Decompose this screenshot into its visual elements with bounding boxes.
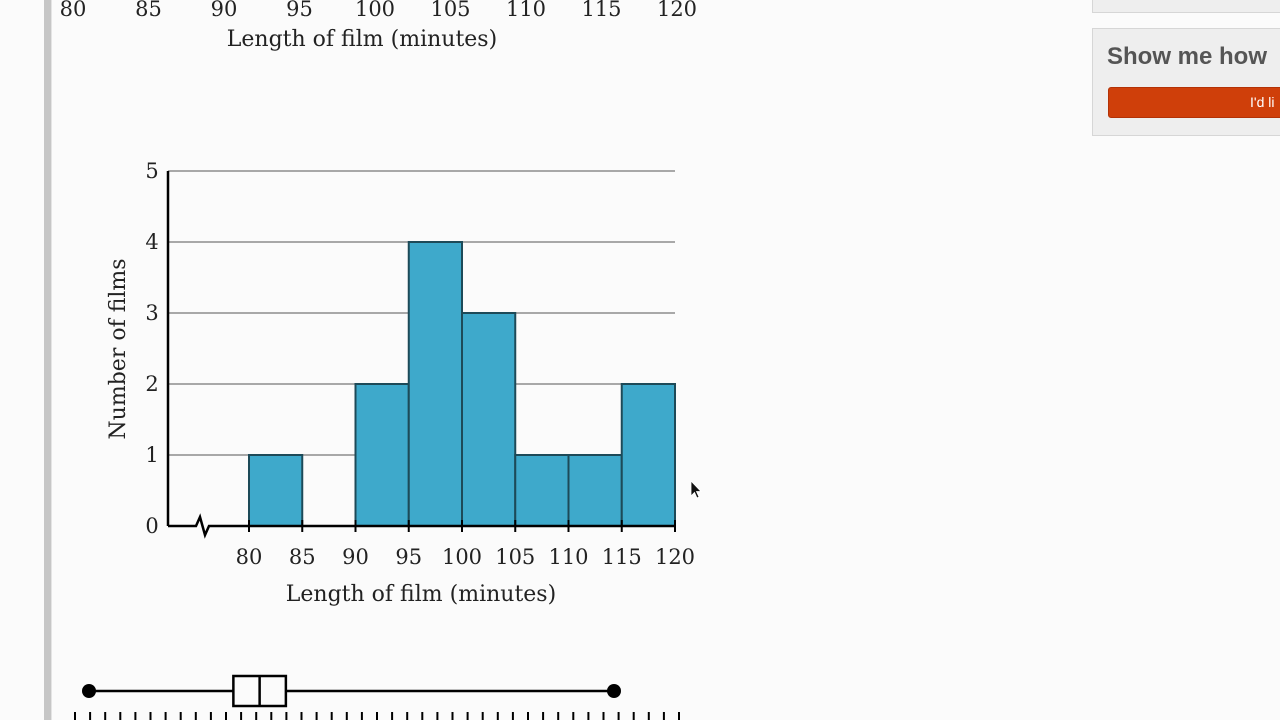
top-chart-x-tick-label: 90 xyxy=(211,0,238,21)
x-tick-label: 120 xyxy=(655,545,695,569)
x-tick-label: 100 xyxy=(442,545,482,569)
side-panel: Show me how I'd li xyxy=(1092,28,1280,136)
y-axis-title: Number of films xyxy=(106,258,131,439)
side-panel-heading: Show me how xyxy=(1107,43,1268,70)
histogram: 0 1 2 3 4 5 80 85 90 95 100 105 110 115 120 Length of… xyxy=(106,159,695,607)
page-left-border-shadow xyxy=(51,0,52,720)
top-chart-x-tick-label: 85 xyxy=(135,0,162,21)
box-plot xyxy=(74,674,680,720)
y-tick-label: 5 xyxy=(145,159,158,183)
box-plot-min-point xyxy=(82,684,96,698)
y-tick-label: 4 xyxy=(145,230,158,254)
side-panel-button[interactable]: I'd li xyxy=(1108,87,1280,118)
top-chart-x-tick-label: 110 xyxy=(506,0,546,21)
x-tick-label: 110 xyxy=(548,545,588,569)
y-tick-label: 3 xyxy=(145,301,158,325)
top-chart-x-tick-label: 95 xyxy=(286,0,313,21)
x-tick-label: 90 xyxy=(342,545,369,569)
top-chart-x-tick-label: 105 xyxy=(430,0,470,21)
x-tick-label: 105 xyxy=(495,545,535,569)
x-tick-label: 85 xyxy=(289,545,316,569)
top-chart-x-tick-label: 120 xyxy=(657,0,697,21)
y-tick-label: 1 xyxy=(145,443,158,467)
page-left-border xyxy=(44,0,51,720)
top-chart-fragment: 80 85 90 95 100 105 110 115 120 Length of film (… xyxy=(60,0,697,52)
histogram-bar xyxy=(620,383,676,527)
histogram-bar xyxy=(407,241,463,527)
histogram-bar xyxy=(461,312,517,527)
histogram-bar xyxy=(567,454,623,527)
y-tick-label: 0 xyxy=(145,514,158,538)
side-panel-previous-card xyxy=(1092,0,1280,13)
box-plot-max-point xyxy=(607,684,621,698)
histogram-bar xyxy=(248,454,304,527)
histogram-bar xyxy=(354,383,410,527)
top-chart-x-axis-title: Length of film (minutes) xyxy=(227,27,497,52)
top-chart-x-tick-label: 80 xyxy=(60,0,87,21)
x-tick-label: 95 xyxy=(395,545,422,569)
top-chart-x-tick-label: 115 xyxy=(581,0,621,21)
x-tick-label: 115 xyxy=(602,545,642,569)
y-tick-label: 2 xyxy=(145,372,158,396)
arrow-cursor-icon xyxy=(690,480,702,499)
x-axis-title: Length of film (minutes) xyxy=(286,582,556,607)
top-chart-x-tick-label: 100 xyxy=(355,0,395,21)
x-tick-label: 80 xyxy=(236,545,263,569)
histogram-bar xyxy=(514,454,570,527)
x-axis-line-with-break xyxy=(168,513,675,539)
